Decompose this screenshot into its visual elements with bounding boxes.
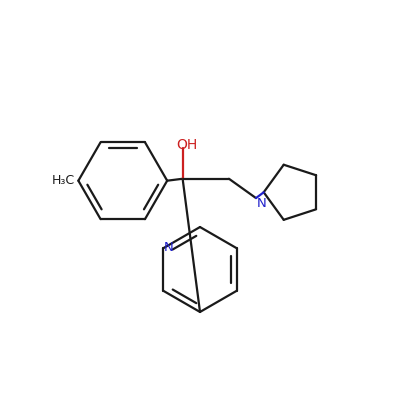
Text: N: N <box>164 241 174 254</box>
Text: H₃C: H₃C <box>51 174 74 187</box>
Text: OH: OH <box>176 138 197 152</box>
Text: N: N <box>257 197 267 210</box>
